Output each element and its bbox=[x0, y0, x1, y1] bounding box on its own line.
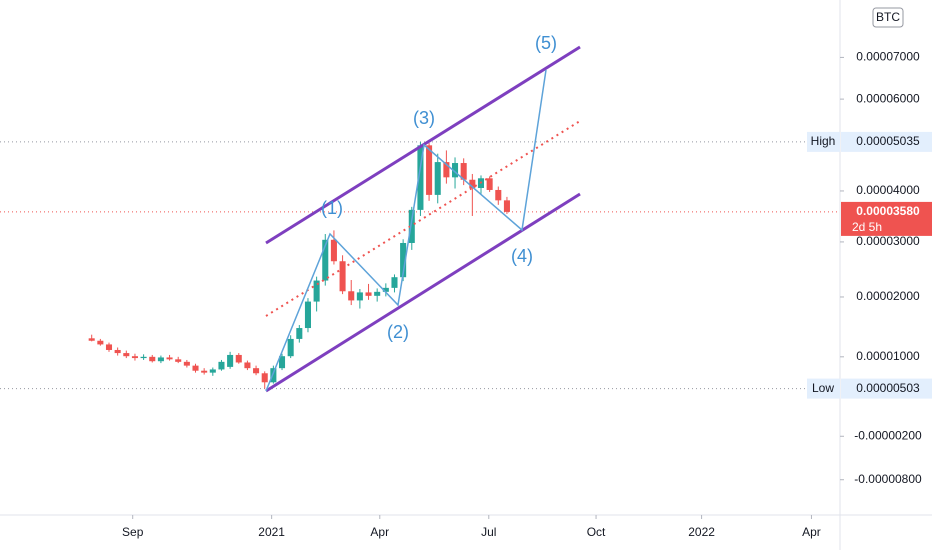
candle-body bbox=[365, 292, 372, 296]
candle-body bbox=[123, 353, 130, 357]
candle-body bbox=[201, 370, 208, 373]
candle-body bbox=[313, 280, 320, 302]
price-axis: 0.00007000 0.00006000 0.00004000 0.00003000… bbox=[807, 50, 932, 486]
candle-body bbox=[486, 178, 493, 190]
y-tick-label: -0.00000200 bbox=[854, 428, 922, 442]
candle-body bbox=[140, 356, 147, 359]
candle-body bbox=[408, 209, 415, 243]
candle-body bbox=[131, 356, 138, 359]
candle-body bbox=[192, 365, 199, 371]
candle-body bbox=[114, 349, 121, 354]
candle-body bbox=[149, 356, 156, 362]
marker-value: 0.00000503 bbox=[856, 381, 920, 395]
y-tick-label: 0.00003000 bbox=[856, 234, 920, 248]
wave-label: (2) bbox=[387, 322, 409, 342]
candle-body bbox=[460, 163, 467, 180]
candle-body bbox=[235, 354, 242, 363]
candle-body bbox=[175, 359, 182, 362]
candle-body bbox=[391, 277, 398, 288]
candle-body bbox=[88, 338, 95, 341]
candle-body bbox=[374, 291, 381, 296]
wave-label: (4) bbox=[511, 246, 533, 266]
candle-body bbox=[356, 292, 363, 301]
candle-body bbox=[495, 189, 502, 201]
wave-path bbox=[265, 69, 547, 392]
candle-body bbox=[417, 145, 424, 210]
marker-label: Low bbox=[812, 381, 834, 395]
candle-body bbox=[261, 373, 268, 383]
candle-body bbox=[503, 200, 510, 212]
y-tick-label: 0.00007000 bbox=[856, 50, 920, 64]
marker-value-box bbox=[841, 201, 932, 236]
marker-value: 0.00005035 bbox=[856, 134, 920, 148]
x-tick-label: Apr bbox=[802, 525, 821, 539]
y-tick-label: 0.00006000 bbox=[856, 91, 920, 105]
candle-body bbox=[339, 261, 346, 292]
candle-body bbox=[348, 291, 355, 301]
candle-body bbox=[157, 357, 164, 362]
candle-body bbox=[105, 344, 113, 350]
channel-mid bbox=[265, 120, 581, 317]
currency-badge bbox=[872, 7, 904, 28]
candle-body bbox=[278, 356, 286, 369]
candle-body bbox=[426, 145, 433, 195]
x-tick-label: Apr bbox=[370, 525, 389, 539]
candle-body bbox=[434, 162, 441, 195]
x-tick-label: Jul bbox=[481, 525, 496, 539]
marker-tag bbox=[807, 131, 840, 152]
drawings: (1) (2) (3) (4) (5) bbox=[265, 33, 581, 393]
marker-tag bbox=[807, 378, 840, 399]
candle-body bbox=[322, 239, 329, 281]
x-tick-label: Oct bbox=[587, 525, 606, 539]
y-tick-label: 0.00002000 bbox=[856, 289, 920, 303]
candle-body bbox=[287, 338, 294, 357]
candle-body bbox=[166, 357, 173, 360]
candle-body bbox=[469, 179, 476, 189]
candle-body bbox=[244, 362, 251, 369]
wave-label: (3) bbox=[413, 108, 435, 128]
currency-label: BTC bbox=[876, 10, 900, 24]
wave-label: (1) bbox=[321, 198, 343, 218]
candle-body bbox=[97, 340, 104, 345]
marker-label: High bbox=[811, 134, 836, 148]
channel-upper bbox=[265, 45, 581, 245]
candle-body bbox=[382, 287, 389, 292]
plot-area bbox=[0, 141, 840, 390]
y-tick-label: -0.00000800 bbox=[854, 472, 922, 486]
candle-body bbox=[270, 368, 277, 383]
candle-body bbox=[296, 328, 303, 339]
y-tick-label: 0.00004000 bbox=[856, 183, 920, 197]
marker-value-box bbox=[841, 131, 932, 152]
channel-lower bbox=[265, 192, 581, 393]
candle-body bbox=[183, 361, 190, 366]
candle-body bbox=[330, 239, 337, 262]
candle-body bbox=[253, 368, 260, 374]
candle-body bbox=[400, 242, 407, 278]
candle-body bbox=[452, 163, 459, 178]
candle-body bbox=[227, 354, 234, 367]
x-tick-label: 2022 bbox=[688, 525, 715, 539]
wave-label: (5) bbox=[535, 33, 557, 53]
countdown: 2d 5h bbox=[852, 220, 882, 234]
candle-body bbox=[304, 301, 311, 329]
x-tick-label: 2021 bbox=[258, 525, 285, 539]
candle-body bbox=[209, 369, 216, 373]
x-tick-label: Sep bbox=[122, 525, 144, 539]
marker-value-box bbox=[841, 378, 932, 399]
y-tick-label: 0.00001000 bbox=[856, 349, 920, 363]
marker-value: 0.00003580 bbox=[856, 204, 920, 218]
candle-body bbox=[443, 162, 450, 178]
candle-body bbox=[218, 361, 225, 370]
